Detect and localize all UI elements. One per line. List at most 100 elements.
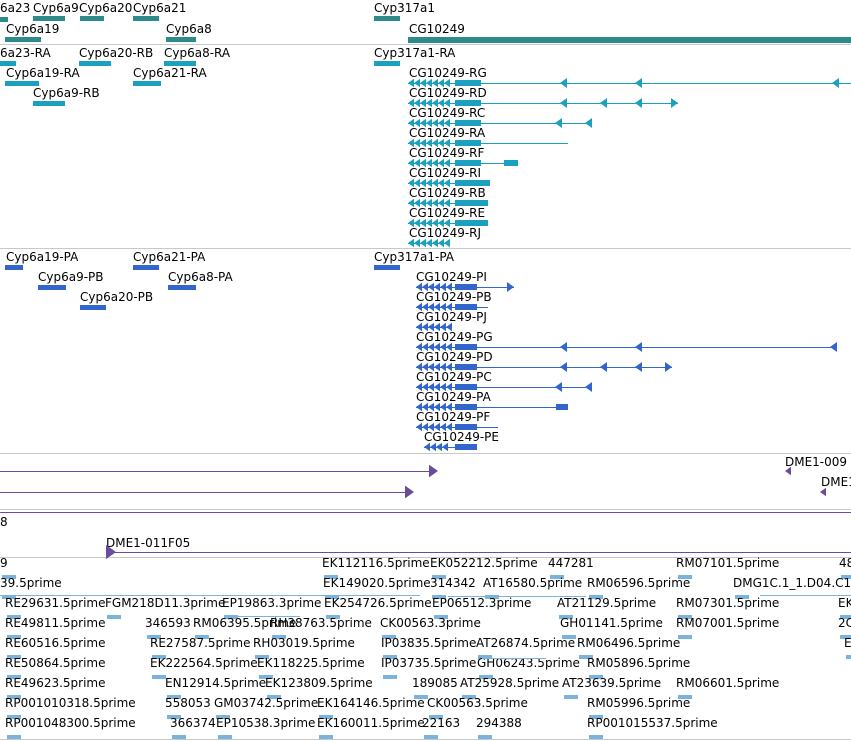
est-feature[interactable] <box>7 635 21 639</box>
gene-feature[interactable] <box>408 37 851 43</box>
protein-exon[interactable] <box>440 302 446 312</box>
est-feature[interactable] <box>589 675 603 679</box>
transcript-exon[interactable] <box>420 98 426 108</box>
transcript-exon[interactable] <box>438 78 444 88</box>
transcript-cds[interactable] <box>455 80 481 86</box>
protein-exon[interactable] <box>440 362 446 372</box>
est-feature[interactable] <box>172 735 186 739</box>
transcript-exon[interactable] <box>420 218 426 228</box>
transcript-intron-arrow[interactable] <box>585 118 592 128</box>
est-feature[interactable] <box>589 715 603 719</box>
transcript-exon[interactable] <box>438 238 444 248</box>
transcript-feature[interactable] <box>164 61 196 66</box>
est-feature[interactable] <box>840 615 851 619</box>
est-feature[interactable] <box>272 635 286 639</box>
transcript-intron-arrow[interactable] <box>635 78 642 88</box>
gene-feature[interactable] <box>374 16 400 21</box>
gene-feature[interactable] <box>0 17 8 22</box>
est-feature[interactable] <box>462 695 476 699</box>
transcript-exon[interactable] <box>438 118 444 128</box>
est-feature[interactable] <box>432 575 446 579</box>
protein-exon[interactable] <box>440 282 446 292</box>
est-feature[interactable] <box>319 715 333 719</box>
transcript-exon[interactable] <box>444 138 450 148</box>
transcript-exon[interactable] <box>432 118 438 128</box>
transcript-exon[interactable] <box>414 238 420 248</box>
est-feature[interactable] <box>562 635 576 639</box>
protein-end-arrow[interactable] <box>665 362 672 372</box>
transcript-exon[interactable] <box>426 118 432 128</box>
transcript-exon[interactable] <box>438 138 444 148</box>
protein-cds[interactable] <box>455 404 477 410</box>
protein-exon[interactable] <box>416 402 422 412</box>
protein-exon[interactable] <box>416 302 422 312</box>
clone-arrow[interactable] <box>820 487 826 497</box>
protein-exon[interactable] <box>428 362 434 372</box>
protein-feature[interactable] <box>5 265 23 270</box>
est-feature[interactable] <box>840 635 851 639</box>
protein-exon[interactable] <box>446 402 452 412</box>
transcript-exon[interactable] <box>414 98 420 108</box>
transcript-cds[interactable] <box>455 220 481 226</box>
transcript-exon[interactable] <box>444 178 450 188</box>
est-feature[interactable] <box>678 615 692 619</box>
protein-exon[interactable] <box>428 422 434 432</box>
est-feature[interactable] <box>7 735 21 739</box>
protein-cds[interactable] <box>455 304 477 310</box>
est-feature[interactable] <box>7 675 21 679</box>
est-feature[interactable] <box>324 575 338 579</box>
transcript-exon[interactable] <box>408 218 414 228</box>
est-feature[interactable] <box>218 735 232 739</box>
protein-feature[interactable] <box>80 305 106 310</box>
est-feature[interactable] <box>2 575 16 579</box>
transcript-intron-arrow[interactable] <box>600 98 607 108</box>
transcript-exon[interactable] <box>408 178 414 188</box>
est-feature[interactable] <box>589 595 603 599</box>
transcript-exon[interactable] <box>420 118 426 128</box>
est-feature[interactable] <box>319 735 333 739</box>
transcript-cds[interactable] <box>455 100 481 106</box>
protein-exon[interactable] <box>416 382 422 392</box>
protein-feature[interactable] <box>38 285 66 290</box>
transcript-exon[interactable] <box>426 158 432 168</box>
transcript-exon[interactable] <box>426 138 432 148</box>
transcript-exon[interactable] <box>438 198 444 208</box>
transcript-exon[interactable] <box>414 158 420 168</box>
transcript-exon[interactable] <box>444 198 450 208</box>
protein-exon[interactable] <box>440 402 446 412</box>
transcript-intron-arrow[interactable] <box>832 78 839 88</box>
protein-intron-arrow[interactable] <box>635 342 642 352</box>
est-feature[interactable] <box>579 655 593 659</box>
protein-exon[interactable] <box>446 422 452 432</box>
protein-exon[interactable] <box>422 422 428 432</box>
est-feature[interactable] <box>589 735 603 739</box>
est-feature[interactable] <box>7 695 21 699</box>
protein-exon[interactable] <box>416 342 422 352</box>
protein-exon[interactable] <box>436 442 442 452</box>
transcript-cds[interactable] <box>455 160 481 166</box>
est-feature[interactable] <box>479 675 493 679</box>
transcript-intron-arrow[interactable] <box>555 118 562 128</box>
est-feature[interactable] <box>559 615 573 619</box>
transcript-exon[interactable] <box>408 238 414 248</box>
transcript-exon[interactable] <box>414 198 420 208</box>
est-feature[interactable] <box>7 615 21 619</box>
transcript-exon[interactable] <box>438 178 444 188</box>
est-feature[interactable] <box>846 655 851 659</box>
clone-arrow[interactable] <box>405 485 414 499</box>
transcript-exon[interactable] <box>444 218 450 228</box>
transcript-exon[interactable] <box>438 218 444 228</box>
transcript-utr[interactable] <box>474 200 488 206</box>
est-feature[interactable] <box>383 655 397 659</box>
protein-exon[interactable] <box>422 362 428 372</box>
protein-exon[interactable] <box>416 282 422 292</box>
protein-intron-arrow[interactable] <box>600 362 607 372</box>
est-feature[interactable] <box>325 595 339 599</box>
transcript-exon[interactable] <box>420 78 426 88</box>
transcript-utr[interactable] <box>504 160 518 166</box>
transcript-exon[interactable] <box>426 238 432 248</box>
transcript-exon[interactable] <box>432 218 438 228</box>
transcript-exon[interactable] <box>420 238 426 248</box>
transcript-exon[interactable] <box>432 78 438 88</box>
protein-end-arrow[interactable] <box>507 282 514 292</box>
